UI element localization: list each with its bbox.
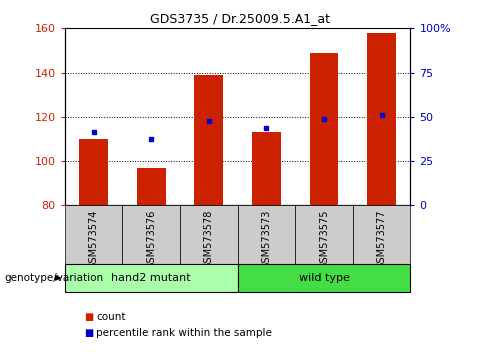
Text: GSM573578: GSM573578 [204,210,214,269]
Bar [65,264,238,292]
Text: hand2 mutant: hand2 mutant [111,273,191,283]
Text: GSM573574: GSM573574 [89,210,98,269]
Bar [194,75,223,205]
Text: GSM573577: GSM573577 [377,210,386,269]
Text: count: count [96,312,125,322]
Text: GDS3735 / Dr.25009.5.A1_at: GDS3735 / Dr.25009.5.A1_at [150,12,330,25]
Text: genotype/variation: genotype/variation [5,273,104,283]
Bar [310,53,338,205]
Text: GSM573575: GSM573575 [319,210,329,269]
Text: percentile rank within the sample: percentile rank within the sample [96,328,272,338]
Bar [180,205,238,264]
Text: ■: ■ [84,328,93,338]
Bar [65,205,122,264]
Bar [79,139,108,205]
Bar [122,205,180,264]
Text: GSM573573: GSM573573 [262,210,271,269]
Bar [137,168,166,205]
Text: GSM573576: GSM573576 [146,210,156,269]
Text: ■: ■ [84,312,93,322]
Bar [295,205,353,264]
Text: wild type: wild type [299,273,349,283]
Bar [238,264,410,292]
Bar [238,205,295,264]
Bar [252,132,281,205]
Bar [353,205,410,264]
Bar [367,33,396,205]
